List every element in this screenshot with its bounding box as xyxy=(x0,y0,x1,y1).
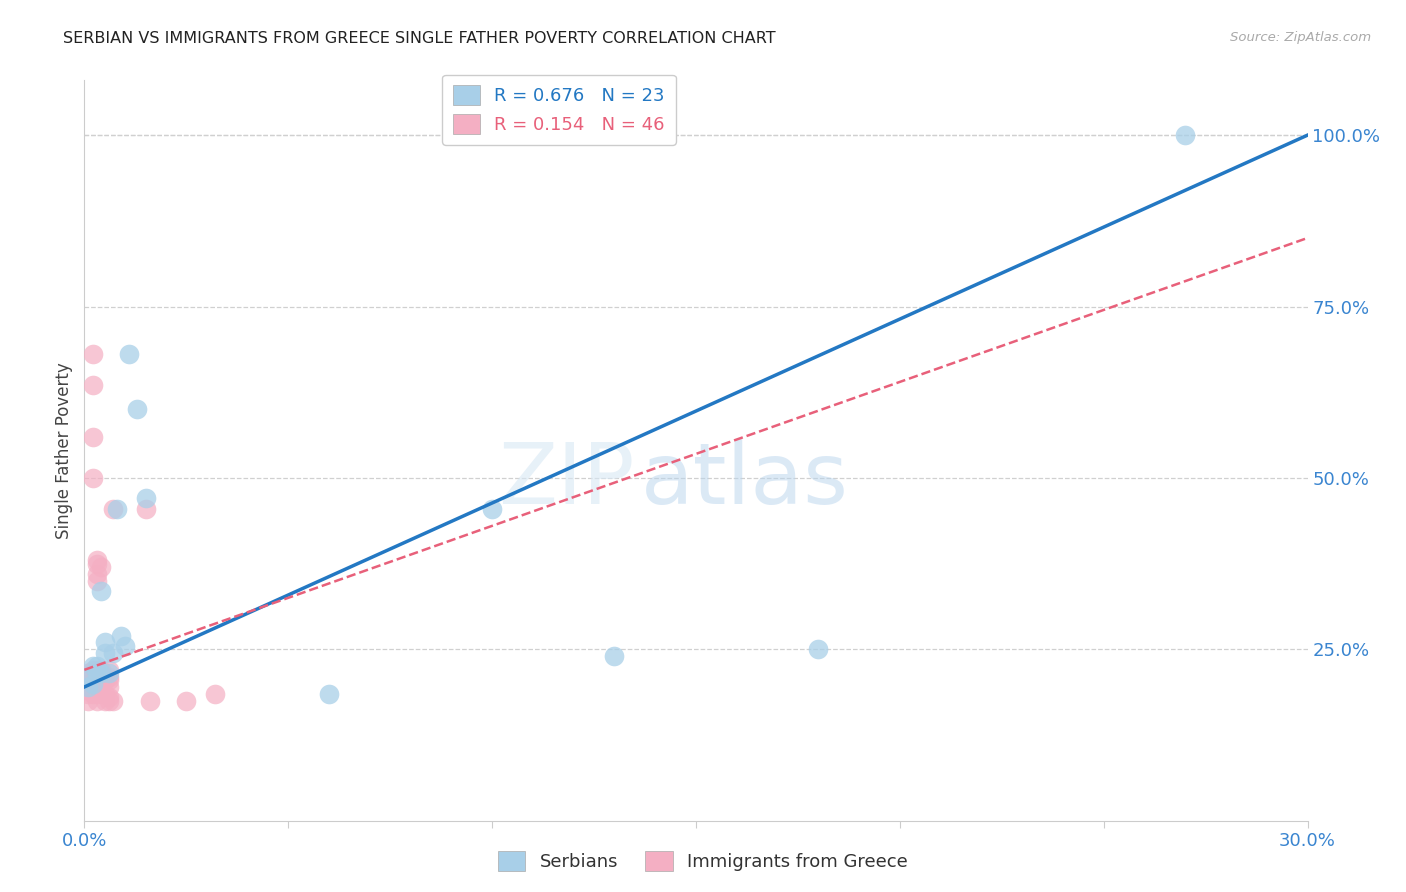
Point xyxy=(82,666,104,681)
Legend: Serbians, Immigrants from Greece: Serbians, Immigrants from Greece xyxy=(491,844,915,879)
Point xyxy=(77,676,100,690)
Point xyxy=(86,566,108,581)
Point xyxy=(97,690,120,705)
Point xyxy=(90,560,112,574)
Point xyxy=(82,687,104,701)
Point xyxy=(86,687,108,701)
Point xyxy=(86,659,108,673)
Point xyxy=(77,676,100,690)
Point xyxy=(82,676,104,690)
Point xyxy=(90,666,112,681)
Point xyxy=(97,680,120,694)
Point xyxy=(1174,128,1197,142)
Point xyxy=(318,687,340,701)
Point xyxy=(90,584,112,599)
Point xyxy=(77,670,100,684)
Point xyxy=(101,694,124,708)
Point xyxy=(77,694,100,708)
Point xyxy=(93,687,115,701)
Point xyxy=(90,670,112,684)
Point xyxy=(97,673,120,687)
Point xyxy=(90,663,112,677)
Point xyxy=(77,680,100,694)
Point xyxy=(90,666,112,681)
Point xyxy=(97,663,120,677)
Point xyxy=(97,670,120,684)
Point xyxy=(86,574,108,588)
Text: ZIP: ZIP xyxy=(498,439,636,522)
Point xyxy=(86,680,108,694)
Point xyxy=(101,646,124,660)
Point xyxy=(127,402,149,417)
Point xyxy=(135,501,157,516)
Point xyxy=(174,694,197,708)
Point xyxy=(86,663,108,677)
Point xyxy=(77,683,100,698)
Legend: R = 0.676   N = 23, R = 0.154   N = 46: R = 0.676 N = 23, R = 0.154 N = 46 xyxy=(441,75,676,145)
Point xyxy=(481,501,503,516)
Point xyxy=(138,694,160,708)
Point xyxy=(77,666,100,681)
Point xyxy=(86,557,108,571)
Point xyxy=(118,347,141,361)
Point xyxy=(93,670,115,684)
Point xyxy=(114,639,136,653)
Point xyxy=(97,666,120,681)
Point xyxy=(77,687,100,701)
Point xyxy=(93,673,115,687)
Point xyxy=(807,642,830,657)
Point xyxy=(90,680,112,694)
Point xyxy=(82,430,104,444)
Point xyxy=(86,666,108,681)
Point xyxy=(93,635,115,649)
Point xyxy=(105,501,128,516)
Point xyxy=(93,646,115,660)
Point xyxy=(603,649,626,664)
Point xyxy=(86,553,108,567)
Point xyxy=(93,694,115,708)
Point xyxy=(86,666,108,681)
Point xyxy=(110,628,132,642)
Point xyxy=(86,694,108,708)
Point xyxy=(97,694,120,708)
Y-axis label: Single Father Poverty: Single Father Poverty xyxy=(55,362,73,539)
Point xyxy=(82,471,104,485)
Point xyxy=(77,680,100,694)
Point xyxy=(82,378,104,392)
Text: atlas: atlas xyxy=(641,439,849,522)
Point xyxy=(204,687,226,701)
Point xyxy=(101,501,124,516)
Text: SERBIAN VS IMMIGRANTS FROM GREECE SINGLE FATHER POVERTY CORRELATION CHART: SERBIAN VS IMMIGRANTS FROM GREECE SINGLE… xyxy=(63,31,776,46)
Point xyxy=(82,663,104,677)
Point xyxy=(82,676,104,690)
Point xyxy=(82,347,104,361)
Text: Source: ZipAtlas.com: Source: ZipAtlas.com xyxy=(1230,31,1371,45)
Point xyxy=(135,491,157,506)
Point xyxy=(82,659,104,673)
Point xyxy=(86,676,108,690)
